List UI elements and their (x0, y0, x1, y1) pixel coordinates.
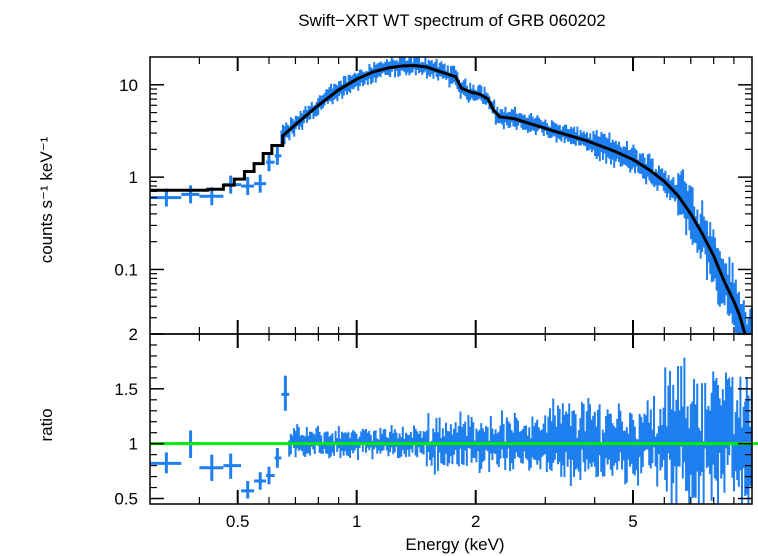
spectrum-data-point (181, 185, 200, 204)
spectrum-y-axis-label: counts s⁻¹ keV⁻¹ (37, 136, 56, 263)
y-tick-label: 1 (129, 168, 138, 187)
y-tick-label: 0.1 (114, 260, 138, 279)
ratio-panel: 2 1.5 1 0.5 0.5 1 2 5 ratio (37, 325, 758, 531)
ratio-data-point (254, 472, 267, 490)
spectrum-data-point (266, 153, 275, 172)
y-tick-label: 10 (119, 76, 138, 95)
ratio-data-point (223, 453, 242, 479)
ratio-data-point (281, 375, 290, 411)
y-tick-label: 1 (129, 435, 138, 454)
chart-title: Swift−XRT WT spectrum of GRB 060202 (298, 11, 606, 30)
x-tick-label: 2 (471, 512, 480, 531)
ratio-y-ticks: 2 1.5 1 0.5 (114, 325, 752, 509)
ratio-data-point (266, 466, 275, 485)
ratio-frame (149, 333, 753, 505)
ratio-x-ticks: 0.5 1 2 5 (198, 334, 735, 531)
spectrum-y-ticks: 10 1 0.1 (114, 76, 752, 319)
ratio-data-point (274, 448, 282, 468)
ratio-y-axis-label: ratio (37, 408, 56, 441)
x-axis-label: Energy (keV) (405, 535, 504, 554)
spectrum-data-point (274, 146, 282, 165)
spectrum-panel: 10 1 0.1 counts s⁻¹ keV⁻¹ (37, 56, 753, 335)
spectrum-data-point (254, 174, 267, 193)
ratio-data-point (241, 480, 255, 499)
spectrum-model-line (150, 63, 747, 335)
spectrum-data-point (241, 177, 255, 196)
y-tick-label: 2 (129, 325, 138, 344)
ratio-data-point (199, 454, 224, 481)
ratio-data-point (150, 452, 182, 474)
y-tick-label: 1.5 (114, 380, 138, 399)
spectrum-x-ticks (198, 57, 735, 334)
x-tick-label: 1 (352, 512, 361, 531)
x-tick-label: 5 (628, 512, 637, 531)
x-tick-label: 0.5 (226, 512, 250, 531)
y-tick-label: 0.5 (114, 490, 138, 509)
